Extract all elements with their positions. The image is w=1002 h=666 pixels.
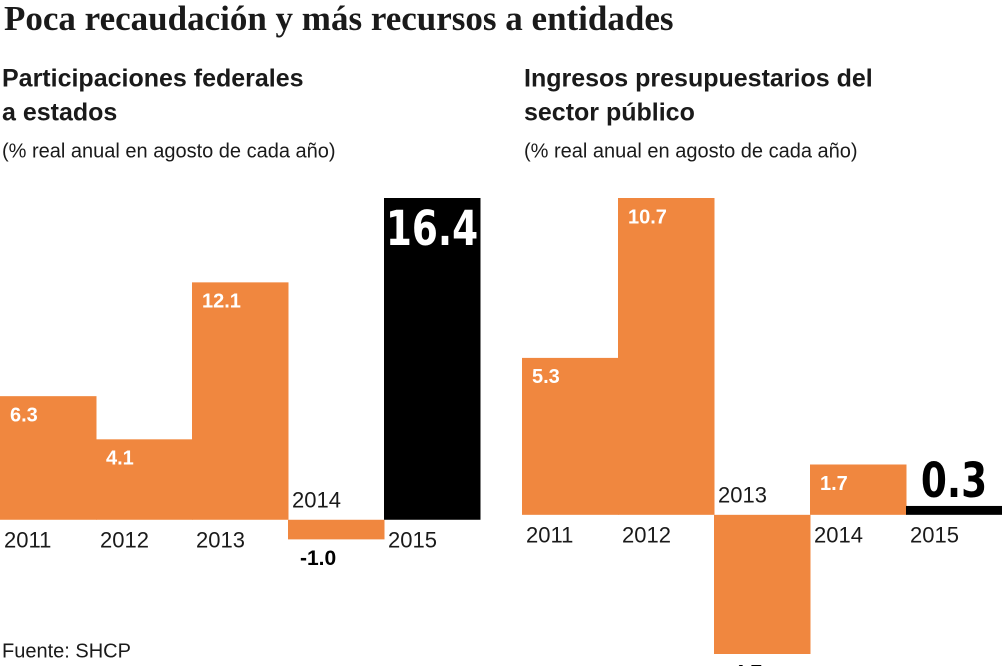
x-tick-label: 2015 xyxy=(388,528,437,553)
value-label: 10.7 xyxy=(628,206,667,228)
bar xyxy=(714,514,811,654)
value-label: 12.1 xyxy=(202,291,241,313)
x-tick-label: 2015 xyxy=(910,523,959,548)
page-title: Poca recaudación y más recursos a entida… xyxy=(4,0,674,38)
x-tick-label: 2013 xyxy=(196,528,245,553)
bar xyxy=(288,519,385,540)
source: Fuente: SHCP xyxy=(2,640,131,662)
bar xyxy=(810,464,907,515)
bar xyxy=(0,396,97,520)
value-label: 0.3 xyxy=(921,453,987,509)
value-label: 16.4 xyxy=(386,201,478,257)
chart-title: Participaciones federales xyxy=(2,65,304,93)
chart-subtitle: (% real anual en agosto de cada año) xyxy=(2,140,336,162)
bar xyxy=(192,282,289,520)
value-label: 1.7 xyxy=(820,473,848,495)
x-tick-label: 2011 xyxy=(4,528,51,553)
bar xyxy=(96,439,193,520)
x-tick-label: 2013 xyxy=(718,483,767,508)
chart-title: a estados xyxy=(2,99,117,127)
x-tick-label: 2014 xyxy=(814,523,863,548)
x-tick-label: 2011 xyxy=(526,523,573,548)
bar xyxy=(384,198,481,520)
bar xyxy=(618,198,715,515)
x-tick-label: 2012 xyxy=(100,528,149,553)
bar xyxy=(522,357,619,515)
chart-subtitle: (% real anual en agosto de cada año) xyxy=(524,140,858,162)
x-tick-label: 2014 xyxy=(292,488,341,513)
value-label: 5.3 xyxy=(532,366,560,388)
value-label: 6.3 xyxy=(10,404,38,426)
chart-title: sector público xyxy=(524,99,695,127)
value-label: -4.7 xyxy=(726,662,762,666)
x-tick-label: 2012 xyxy=(622,523,671,548)
value-label: -1.0 xyxy=(300,547,336,570)
chart-title: Ingresos presupuestarios del xyxy=(524,65,873,93)
bar xyxy=(906,505,1002,515)
value-label: 4.1 xyxy=(106,448,134,470)
